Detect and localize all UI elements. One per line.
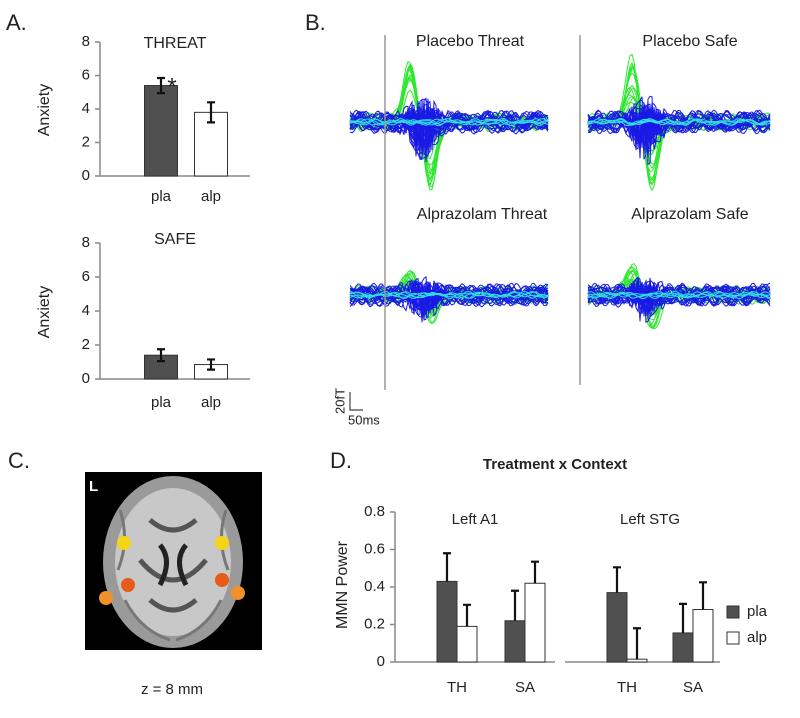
bar xyxy=(692,609,714,663)
waveform-title: Placebo Safe xyxy=(642,33,737,50)
y-tick-label: 4 xyxy=(82,302,90,319)
y-axis-label: Anxiety xyxy=(36,84,53,136)
x-tick-label: SA xyxy=(515,679,535,696)
panel-label: D. xyxy=(330,448,352,473)
brain-image xyxy=(85,472,262,650)
waveform-trace xyxy=(349,98,549,148)
group-label: Left A1 xyxy=(452,511,499,528)
waveform-trace xyxy=(587,283,771,307)
waveform-trace xyxy=(587,118,771,126)
bar xyxy=(504,620,526,663)
error-bar xyxy=(679,602,687,633)
brain-caption: z = 8 mm xyxy=(141,681,203,698)
y-tick-label: 8 xyxy=(82,33,90,50)
bar xyxy=(672,632,694,663)
x-tick-label: TH xyxy=(617,679,637,696)
waveform-trace xyxy=(349,111,549,141)
y-tick-label: 0.2 xyxy=(364,615,385,632)
chart-title: THREAT xyxy=(144,35,207,52)
y-tick-label: 0.6 xyxy=(364,540,385,557)
waveform-trace xyxy=(349,99,549,155)
error-bar xyxy=(157,76,165,95)
waveform-trace xyxy=(349,117,549,127)
y-tick-label: 4 xyxy=(82,100,90,117)
hemisphere-label: L xyxy=(89,478,98,495)
waveform-trace xyxy=(587,276,771,308)
error-bar xyxy=(157,348,165,363)
x-tick-label: SA xyxy=(683,679,703,696)
chart-title: Treatment x Context xyxy=(483,456,627,473)
waveform-trace xyxy=(349,290,549,300)
waveform-trace xyxy=(587,284,771,309)
error-bar xyxy=(207,101,215,124)
error-bar xyxy=(531,560,539,584)
waveform-title: Placebo Threat xyxy=(416,33,525,50)
y-tick-label: 2 xyxy=(82,133,90,150)
y-axis-label: MMN Power xyxy=(334,540,351,629)
bar xyxy=(144,85,178,177)
waveform-trace xyxy=(587,106,771,141)
x-tick-label: pla xyxy=(151,188,172,205)
error-bar xyxy=(463,603,471,627)
y-axis-label: Anxiety xyxy=(36,286,53,338)
y-tick-label: 0.8 xyxy=(364,503,385,520)
waveform-trace xyxy=(349,118,549,127)
legend-label: pla xyxy=(747,603,768,620)
legend-label: alp xyxy=(747,629,767,646)
waveform-trace xyxy=(587,118,771,127)
y-tick-label: 0 xyxy=(82,167,90,184)
waveform-trace xyxy=(587,290,771,299)
x-tick-label: pla xyxy=(151,394,172,411)
error-bar xyxy=(633,627,641,660)
waveform-trace xyxy=(349,283,549,318)
legend-swatch xyxy=(726,631,740,645)
annotation: * xyxy=(167,73,176,100)
waveform-trace xyxy=(349,290,549,299)
error-bar xyxy=(443,552,451,582)
panel-label: B. xyxy=(305,10,326,35)
waveform-trace xyxy=(587,291,771,299)
waveforms xyxy=(349,53,771,330)
bar xyxy=(626,658,648,663)
bar xyxy=(524,582,546,663)
legend-swatch xyxy=(726,605,740,619)
x-tick-label: alp xyxy=(201,394,221,411)
panel-label: A. xyxy=(6,10,27,35)
error-bar xyxy=(207,358,215,371)
waveform-trace xyxy=(349,290,549,300)
bar xyxy=(456,625,478,663)
scale-label: 20fT xyxy=(332,388,347,414)
scale-bar xyxy=(349,392,363,411)
scale-label: 50ms xyxy=(348,412,380,427)
waveform-title: Alprazolam Safe xyxy=(631,206,748,223)
y-tick-label: 0 xyxy=(82,370,90,387)
x-tick-label: alp xyxy=(201,188,221,205)
waveform-title: Alprazolam Threat xyxy=(417,206,548,223)
waveform-trace xyxy=(349,282,549,308)
bar xyxy=(606,592,628,663)
waveform-trace xyxy=(587,280,771,307)
y-tick-label: 0.4 xyxy=(364,578,385,595)
chart-title: SAFE xyxy=(154,231,196,248)
waveform-trace xyxy=(349,118,549,127)
y-tick-label: 2 xyxy=(82,336,90,353)
bar xyxy=(436,580,458,663)
error-bar xyxy=(613,566,621,593)
error-bar xyxy=(699,581,707,610)
waveform-trace xyxy=(587,118,771,126)
y-tick-label: 0 xyxy=(377,653,385,670)
error-bar xyxy=(511,589,519,621)
y-tick-label: 6 xyxy=(82,66,90,83)
group-label: Left STG xyxy=(620,511,680,528)
y-tick-label: 6 xyxy=(82,268,90,285)
x-tick-label: TH xyxy=(447,679,467,696)
y-tick-label: 8 xyxy=(82,234,90,251)
panel-label: C. xyxy=(8,448,30,473)
